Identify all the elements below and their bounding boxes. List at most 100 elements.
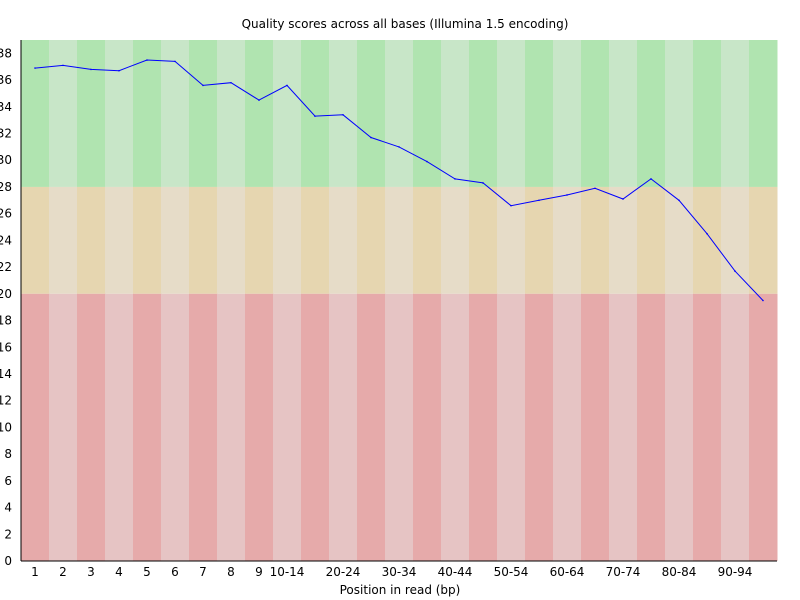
x-tick-label: 70-74 — [606, 565, 641, 579]
band-poor-cell — [553, 293, 582, 561]
y-tick-label: 4 — [4, 501, 12, 515]
x-tick-label: 3 — [87, 565, 95, 579]
band-reasonable-cell — [217, 186, 246, 294]
band-good-cell — [413, 40, 442, 187]
data-point — [622, 198, 624, 200]
y-tick-label: 6 — [4, 474, 12, 488]
y-tick-label: 16 — [0, 340, 12, 354]
band-reasonable-cell — [637, 186, 666, 294]
band-reasonable-cell — [161, 186, 190, 294]
x-tick-label: 30-34 — [382, 565, 417, 579]
x-axis: 1 2 3 4 5 6 7 8 9 10-14 20-24 30-34 40-44 50-54 60-64 7… — [21, 560, 777, 579]
band-poor-cell — [497, 293, 526, 561]
band-reasonable-cell — [329, 186, 358, 294]
x-tick-label: 10-14 — [270, 565, 305, 579]
band-poor-cell — [21, 293, 50, 561]
band-reasonable-cell — [77, 186, 106, 294]
band-good-cell — [609, 40, 638, 187]
data-point — [706, 232, 708, 235]
y-tick-label: 0 — [4, 554, 12, 568]
x-tick-label: 9 — [255, 565, 263, 579]
band-good-cell — [497, 40, 526, 187]
data-point — [342, 114, 344, 116]
band-good-cell — [581, 40, 610, 187]
band-good-cell — [133, 40, 162, 187]
band-reasonable-cell — [301, 186, 330, 294]
data-point — [314, 115, 316, 117]
data-point — [482, 182, 484, 184]
band-reasonable-cell — [133, 186, 162, 294]
y-tick-label: 30 — [0, 153, 12, 167]
data-point — [62, 64, 64, 67]
x-tick-label: 2 — [59, 565, 67, 579]
band-poor-cell — [581, 293, 610, 561]
band-reasonable-cell — [497, 186, 526, 294]
band-reasonable-cell — [469, 186, 498, 294]
y-tick-label: 20 — [0, 287, 12, 301]
band-poor-cell — [217, 293, 246, 561]
y-tick-label: 18 — [0, 314, 12, 328]
band-reasonable-cell — [525, 186, 554, 294]
y-tick-label: 36 — [0, 73, 12, 87]
band-reasonable-cell — [693, 186, 722, 294]
band-poor-cell — [693, 293, 722, 561]
band-poor-cell — [637, 293, 666, 561]
band-reasonable-cell — [245, 186, 274, 294]
band-good-cell — [441, 40, 470, 187]
data-point — [398, 146, 400, 148]
y-tick-label: 22 — [0, 260, 12, 274]
data-point — [734, 270, 736, 272]
band-good-cell — [161, 40, 190, 187]
band-poor-cell — [609, 293, 638, 561]
band-good-cell — [637, 40, 666, 187]
band-poor-cell — [525, 293, 554, 561]
band-poor-cell — [665, 293, 694, 561]
x-axis-label: Position in read (bp) — [340, 583, 461, 597]
x-tick-label: 5 — [143, 565, 151, 579]
data-point — [202, 84, 204, 87]
band-poor-cell — [105, 293, 134, 561]
x-tick-label: 20-24 — [326, 565, 361, 579]
x-tick-label: 60-64 — [550, 565, 585, 579]
data-point — [34, 67, 36, 69]
band-reasonable-cell — [357, 186, 386, 294]
band-reasonable-cell — [21, 186, 50, 294]
quality-bands — [21, 40, 778, 561]
y-tick-label: 10 — [0, 420, 12, 434]
band-good-cell — [469, 40, 498, 187]
band-good-cell — [385, 40, 414, 187]
band-good-cell — [245, 40, 274, 187]
data-point — [762, 299, 764, 302]
band-poor-cell — [357, 293, 386, 561]
band-good-cell — [273, 40, 302, 187]
data-point — [258, 99, 260, 101]
data-point — [510, 204, 512, 207]
band-reasonable-cell — [105, 186, 134, 294]
band-poor-cell — [273, 293, 302, 561]
band-good-cell — [105, 40, 134, 187]
data-point — [118, 69, 120, 72]
y-tick-label: 26 — [0, 207, 12, 221]
band-poor-cell — [441, 293, 470, 561]
data-point — [286, 84, 288, 87]
band-good-cell — [357, 40, 386, 187]
band-reasonable-cell — [385, 186, 414, 294]
band-reasonable-cell — [721, 186, 750, 294]
y-tick-label: 8 — [4, 447, 12, 461]
x-tick-label: 7 — [199, 565, 207, 579]
band-good-cell — [21, 40, 50, 187]
band-poor-cell — [413, 293, 442, 561]
band-good-cell — [525, 40, 554, 187]
y-tick-label: 38 — [0, 46, 12, 60]
x-tick-label: 1 — [31, 565, 39, 579]
x-tick-label: 90-94 — [718, 565, 753, 579]
band-reasonable-cell — [609, 186, 638, 294]
band-good-cell — [665, 40, 694, 187]
band-good-cell — [329, 40, 358, 187]
band-poor-cell — [749, 293, 778, 561]
band-poor-cell — [329, 293, 358, 561]
band-poor-cell — [721, 293, 750, 561]
band-poor-cell — [49, 293, 78, 561]
